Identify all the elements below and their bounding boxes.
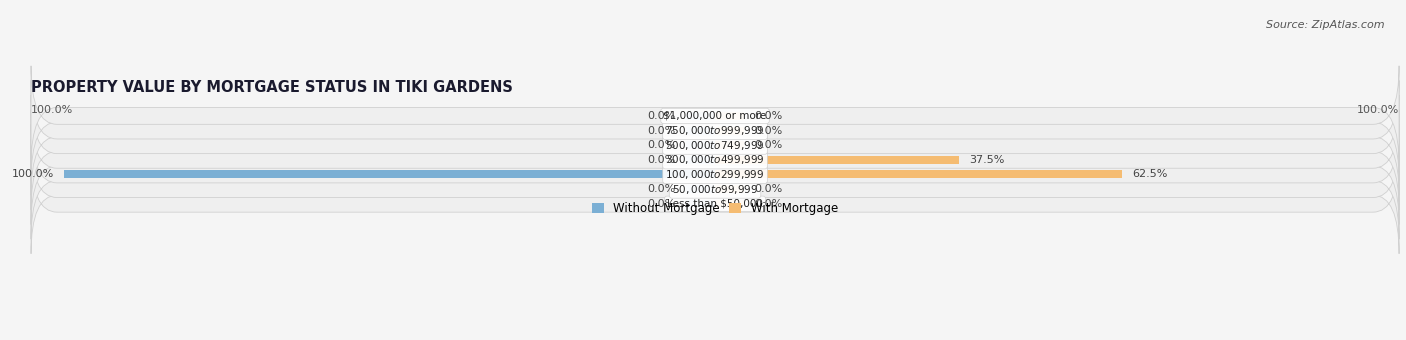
Bar xyxy=(686,141,716,149)
FancyBboxPatch shape xyxy=(31,81,1399,181)
Bar xyxy=(63,170,716,178)
FancyBboxPatch shape xyxy=(31,95,1399,195)
Text: $50,000 to $99,999: $50,000 to $99,999 xyxy=(672,183,758,196)
Text: PROPERTY VALUE BY MORTGAGE STATUS IN TIKI GARDENS: PROPERTY VALUE BY MORTGAGE STATUS IN TIK… xyxy=(31,81,513,96)
Bar xyxy=(716,112,744,120)
FancyBboxPatch shape xyxy=(31,124,1399,224)
Text: 0.0%: 0.0% xyxy=(754,199,782,209)
Bar xyxy=(686,112,716,120)
Text: 0.0%: 0.0% xyxy=(754,111,782,121)
Text: 0.0%: 0.0% xyxy=(754,184,782,194)
Text: 100.0%: 100.0% xyxy=(11,169,53,180)
Bar xyxy=(686,200,716,208)
Text: 0.0%: 0.0% xyxy=(754,125,782,136)
Bar xyxy=(716,126,744,135)
Text: 0.0%: 0.0% xyxy=(648,111,676,121)
Bar xyxy=(716,156,959,164)
Text: 0.0%: 0.0% xyxy=(648,140,676,150)
Legend: Without Mortgage, With Mortgage: Without Mortgage, With Mortgage xyxy=(588,198,842,220)
Text: 0.0%: 0.0% xyxy=(754,140,782,150)
Text: 0.0%: 0.0% xyxy=(648,199,676,209)
Bar xyxy=(686,185,716,193)
Text: Source: ZipAtlas.com: Source: ZipAtlas.com xyxy=(1267,20,1385,30)
Text: $500,000 to $749,999: $500,000 to $749,999 xyxy=(665,139,765,152)
Text: 100.0%: 100.0% xyxy=(31,105,73,115)
Text: $750,000 to $999,999: $750,000 to $999,999 xyxy=(665,124,765,137)
Text: Less than $50,000: Less than $50,000 xyxy=(666,199,763,209)
Bar xyxy=(686,126,716,135)
Text: $100,000 to $299,999: $100,000 to $299,999 xyxy=(665,168,765,181)
Text: $300,000 to $499,999: $300,000 to $499,999 xyxy=(665,153,765,166)
Bar xyxy=(716,141,744,149)
Text: 0.0%: 0.0% xyxy=(648,184,676,194)
Text: 100.0%: 100.0% xyxy=(1357,105,1399,115)
FancyBboxPatch shape xyxy=(31,154,1399,254)
Text: $1,000,000 or more: $1,000,000 or more xyxy=(664,111,766,121)
Text: 37.5%: 37.5% xyxy=(969,155,1004,165)
Bar xyxy=(716,185,744,193)
FancyBboxPatch shape xyxy=(31,66,1399,166)
FancyBboxPatch shape xyxy=(31,139,1399,239)
Text: 0.0%: 0.0% xyxy=(648,155,676,165)
Bar xyxy=(716,200,744,208)
Text: 0.0%: 0.0% xyxy=(648,125,676,136)
Bar xyxy=(716,170,1122,178)
FancyBboxPatch shape xyxy=(31,110,1399,210)
Bar xyxy=(686,156,716,164)
Text: 62.5%: 62.5% xyxy=(1132,169,1167,180)
